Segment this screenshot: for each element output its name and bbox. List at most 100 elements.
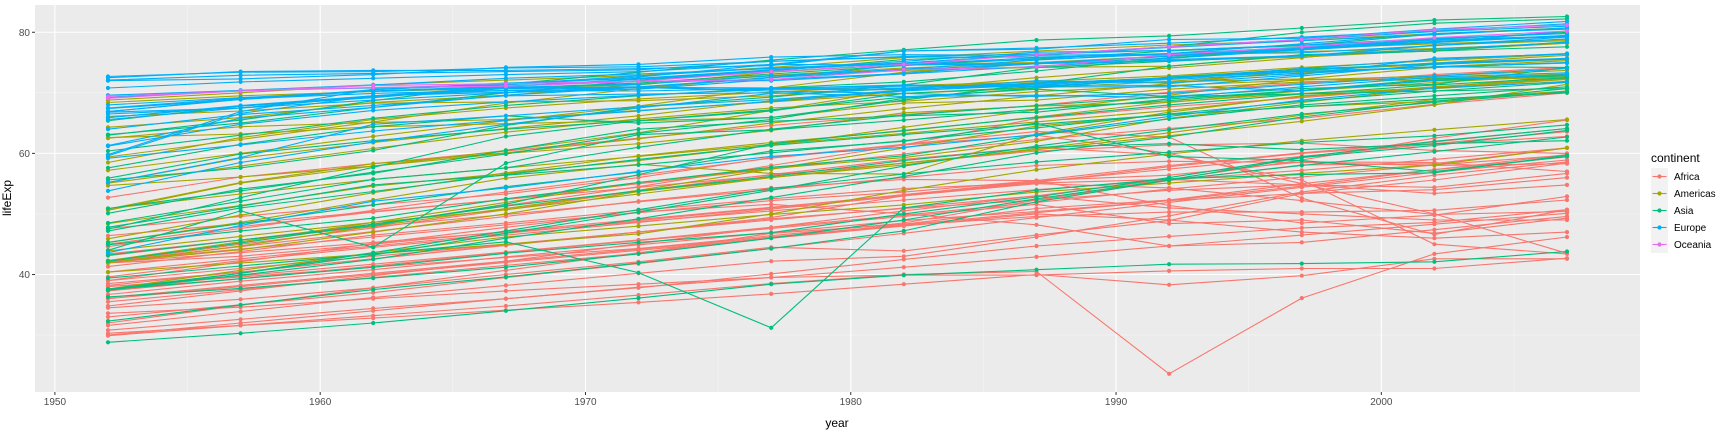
data-point-africa bbox=[769, 259, 774, 264]
data-point-europe bbox=[503, 69, 508, 74]
data-point-africa bbox=[503, 268, 508, 273]
data-point-asia bbox=[238, 228, 243, 233]
data-point-europe bbox=[238, 76, 243, 81]
data-point-europe bbox=[1299, 88, 1304, 94]
data-point-africa bbox=[1432, 187, 1437, 192]
data-point-americas bbox=[769, 171, 774, 176]
data-point-asia bbox=[1034, 103, 1039, 108]
data-point-europe bbox=[503, 76, 508, 81]
data-point-asia bbox=[238, 263, 243, 269]
data-point-asia bbox=[769, 165, 774, 170]
data-point-africa bbox=[1299, 181, 1304, 186]
data-point-africa bbox=[769, 291, 774, 296]
data-point-oceania bbox=[636, 79, 641, 84]
series-line-europe bbox=[107, 20, 1568, 79]
series-line-africa bbox=[107, 199, 1568, 324]
data-point-asia bbox=[371, 189, 376, 194]
data-point-africa bbox=[1299, 266, 1304, 271]
data-point-asia bbox=[1432, 18, 1437, 23]
series-line-asia bbox=[107, 88, 1568, 291]
data-point-europe bbox=[105, 105, 111, 111]
series-line-asia bbox=[107, 88, 1568, 230]
data-point-asia bbox=[105, 240, 111, 245]
data-point-asia bbox=[1034, 199, 1039, 204]
data-point-americas bbox=[1034, 75, 1039, 80]
data-point-americas bbox=[636, 231, 641, 236]
data-point-europe bbox=[1167, 48, 1172, 53]
data-point-africa bbox=[238, 323, 243, 328]
data-point-asia bbox=[1432, 100, 1437, 105]
data-point-europe bbox=[105, 127, 111, 132]
data-point-asia bbox=[1432, 169, 1437, 174]
series-line-oceania bbox=[107, 30, 1568, 98]
data-point-asia bbox=[901, 273, 906, 278]
data-point-europe bbox=[1167, 95, 1172, 100]
data-point-asia bbox=[901, 128, 906, 133]
series-line-europe bbox=[107, 62, 1568, 192]
data-point-asia bbox=[105, 148, 111, 154]
data-point-asia bbox=[371, 245, 376, 250]
data-point-asia bbox=[636, 162, 641, 167]
data-point-asia bbox=[1034, 68, 1039, 74]
data-point-asia bbox=[1167, 134, 1172, 140]
data-point-africa bbox=[1299, 185, 1304, 190]
data-point-africa bbox=[1299, 233, 1304, 238]
data-point-asia bbox=[1167, 177, 1172, 183]
data-point-europe bbox=[1564, 60, 1570, 65]
data-point-europe bbox=[371, 128, 376, 134]
data-point-africa bbox=[901, 208, 906, 213]
data-point-europe bbox=[901, 91, 906, 96]
data-point-asia bbox=[371, 165, 376, 170]
data-point-asia bbox=[105, 286, 111, 292]
data-point-africa bbox=[1034, 254, 1039, 259]
data-point-europe bbox=[1432, 73, 1437, 78]
series-lines bbox=[107, 15, 1568, 375]
data-point-asia bbox=[1564, 154, 1570, 159]
data-point-asia bbox=[636, 172, 641, 177]
data-point-africa bbox=[238, 283, 243, 288]
series-line-europe bbox=[107, 52, 1568, 113]
data-point-americas bbox=[636, 98, 641, 103]
data-point-europe bbox=[238, 142, 243, 147]
data-point-europe bbox=[1299, 73, 1304, 78]
data-point-africa bbox=[503, 254, 508, 259]
data-point-americas bbox=[1564, 117, 1570, 122]
data-point-oceania bbox=[769, 77, 774, 82]
data-point-africa bbox=[1034, 234, 1039, 240]
data-point-americas bbox=[105, 270, 111, 275]
data-point-asia bbox=[901, 153, 906, 158]
data-point-europe bbox=[371, 199, 376, 204]
data-point-asia bbox=[238, 208, 243, 213]
data-point-africa bbox=[105, 314, 111, 319]
data-point-asia bbox=[636, 157, 641, 162]
data-point-asia bbox=[371, 216, 376, 221]
series-line-africa bbox=[107, 209, 1568, 331]
data-point-africa bbox=[769, 225, 774, 230]
data-point-europe bbox=[1299, 69, 1304, 74]
data-point-americas bbox=[238, 213, 243, 218]
data-point-europe bbox=[105, 250, 111, 255]
data-point-europe bbox=[1034, 45, 1039, 51]
data-point-africa bbox=[1564, 207, 1570, 212]
data-point-europe bbox=[901, 145, 906, 150]
data-point-asia bbox=[769, 108, 774, 114]
data-point-asia bbox=[901, 132, 906, 137]
data-point-asia bbox=[503, 103, 508, 108]
data-point-asia bbox=[503, 148, 508, 153]
series-line-europe bbox=[107, 81, 1568, 254]
data-point-africa bbox=[769, 217, 774, 223]
data-point-americas bbox=[238, 247, 243, 252]
legend-label-oceania: Oceania bbox=[1674, 240, 1712, 251]
data-point-africa bbox=[1167, 159, 1172, 164]
data-point-asia bbox=[901, 228, 906, 233]
data-point-asia bbox=[105, 225, 111, 230]
data-point-americas bbox=[503, 211, 508, 216]
data-point-asia bbox=[238, 271, 243, 276]
series-line-americas bbox=[107, 61, 1568, 225]
data-point-asia bbox=[503, 274, 508, 279]
data-point-africa bbox=[503, 283, 508, 288]
data-point-africa bbox=[238, 250, 243, 255]
data-point-africa bbox=[371, 306, 376, 311]
series-line-asia bbox=[107, 15, 1568, 136]
data-point-oceania bbox=[1167, 44, 1172, 49]
